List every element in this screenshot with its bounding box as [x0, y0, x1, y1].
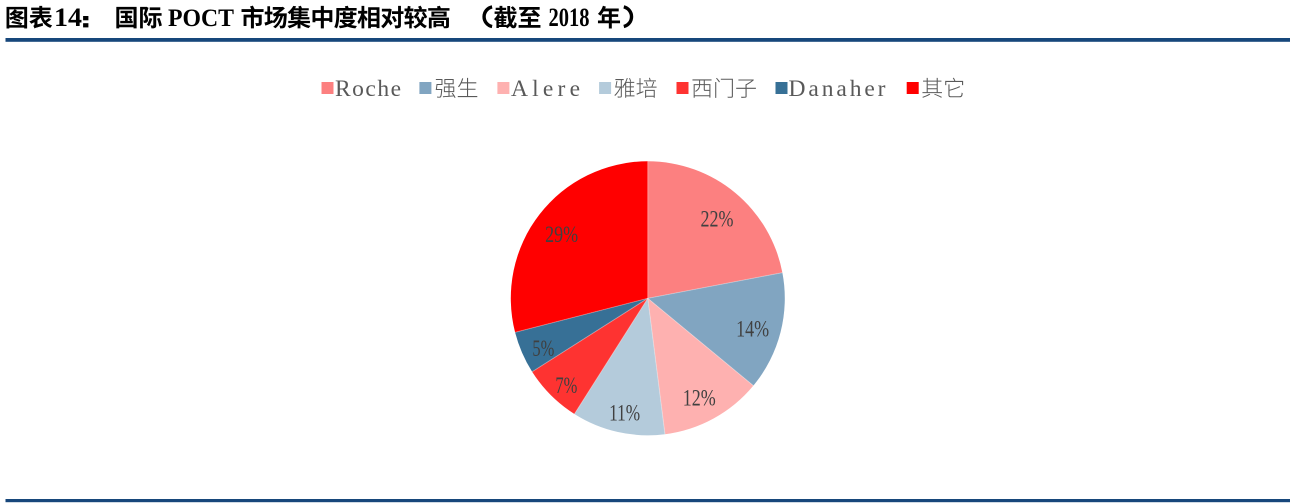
- svg-text:5%: 5%: [532, 336, 554, 361]
- svg-text:12%: 12%: [683, 385, 716, 410]
- svg-text:29%: 29%: [545, 222, 578, 247]
- svg-text:POCT: POCT: [168, 3, 234, 32]
- svg-text:Danaher: Danaher: [789, 76, 886, 102]
- svg-text:7%: 7%: [555, 373, 577, 398]
- svg-text:11%: 11%: [609, 401, 640, 426]
- svg-text:22%: 22%: [701, 207, 734, 232]
- svg-text:2018: 2018: [549, 2, 590, 32]
- svg-text:14: 14: [54, 2, 82, 32]
- svg-text:14%: 14%: [736, 317, 769, 342]
- svg-text:Roche: Roche: [335, 76, 401, 102]
- svg-text:Alere: Alere: [511, 76, 580, 102]
